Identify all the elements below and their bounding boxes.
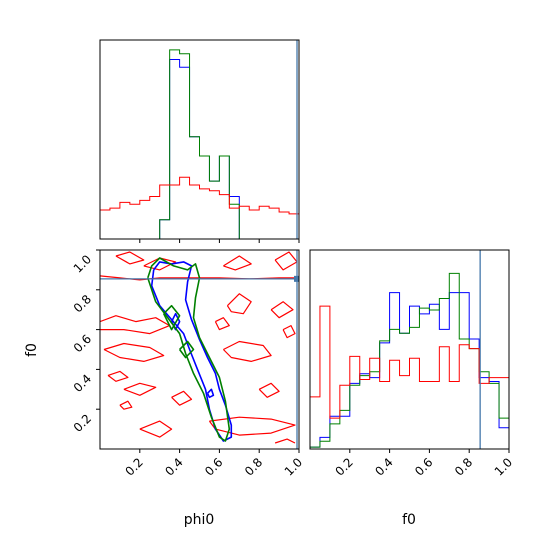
f0-hist-xtick-label-3: 0.8	[452, 455, 475, 478]
contour-series-0-line-14	[282, 325, 296, 339]
f0-hist-xtick-label-0: 0.2	[333, 455, 356, 478]
contour-series-0-line-15	[139, 420, 173, 438]
contour-series-0-line-11	[222, 340, 272, 362]
contour-ytick-label-4: 1.0	[71, 252, 94, 275]
contour-series-1-line-2	[206, 388, 215, 399]
contour-ytick-label-1: 0.4	[71, 372, 94, 395]
contour-series-0-line-9	[119, 400, 133, 410]
phi0-hist-series-2	[100, 176, 299, 215]
contour-ytick-label-2: 0.6	[71, 332, 94, 355]
contour-series-0-line-4	[274, 251, 298, 271]
f0-hist-frame	[309, 249, 510, 450]
f0-hist-series-2	[310, 305, 509, 419]
phi0-f0-contour-panel: 0.2 0.4 0.6 0.8 1.0 0.2 0.4 0.6 0.8 1.0	[71, 249, 305, 479]
f0-hist-xtick-label-1: 0.4	[372, 455, 395, 478]
contour-xtick-label-3: 0.8	[242, 455, 265, 478]
phi0-marginal-histogram	[99, 39, 300, 243]
phi0-hist-frame	[99, 39, 300, 240]
x-axis-label-phi0: phi0	[184, 512, 215, 528]
contour-frame	[99, 249, 300, 450]
contour-series-0-line-17	[270, 301, 294, 319]
contour-xtick-label-2: 0.6	[202, 455, 225, 478]
contour-series-0-line-5	[100, 315, 171, 335]
contour-series-0-line-6	[103, 342, 165, 362]
contour-series-0-line-7	[107, 370, 129, 382]
contour-xtick-label-0: 0.2	[123, 455, 146, 478]
contour-series-0-line-8	[123, 382, 157, 396]
contour-series-0-line-16	[208, 416, 296, 436]
contour-truth-marker	[294, 275, 299, 282]
contour-series-0-line-12	[214, 317, 230, 331]
contour-series-0-line-13	[258, 382, 280, 398]
contour-series-2-line-0	[147, 257, 231, 442]
contour-series-0-line-10	[226, 293, 252, 315]
f0-hist-xtick-label-2: 0.6	[412, 455, 435, 478]
contour-series-0-line-19	[274, 438, 296, 444]
contour-series-2-line-2	[178, 340, 195, 359]
x-axis-label-f0: f0	[402, 512, 416, 528]
contour-ytick-label-0: 0.2	[71, 411, 94, 434]
contour-series-0-line-1	[115, 251, 145, 265]
f0-hist-xtick-label-4: 1.0	[492, 455, 515, 478]
contour-xtick-label-4: 1.0	[282, 455, 305, 478]
y-axis-label-f0: f0	[24, 343, 40, 357]
contour-series-0-line-18	[171, 390, 193, 406]
contour-ytick-label-3: 0.8	[71, 292, 94, 315]
f0-marginal-histogram: 0.2 0.4 0.6 0.8 1.0	[309, 249, 515, 479]
contour-xtick-label-1: 0.4	[162, 455, 185, 478]
phi0-hist-series-1	[100, 49, 299, 239]
contour-series-1-line-0	[150, 261, 233, 442]
contour-series-0-line-3	[223, 255, 252, 271]
contour-series-2-line-1	[162, 304, 181, 331]
